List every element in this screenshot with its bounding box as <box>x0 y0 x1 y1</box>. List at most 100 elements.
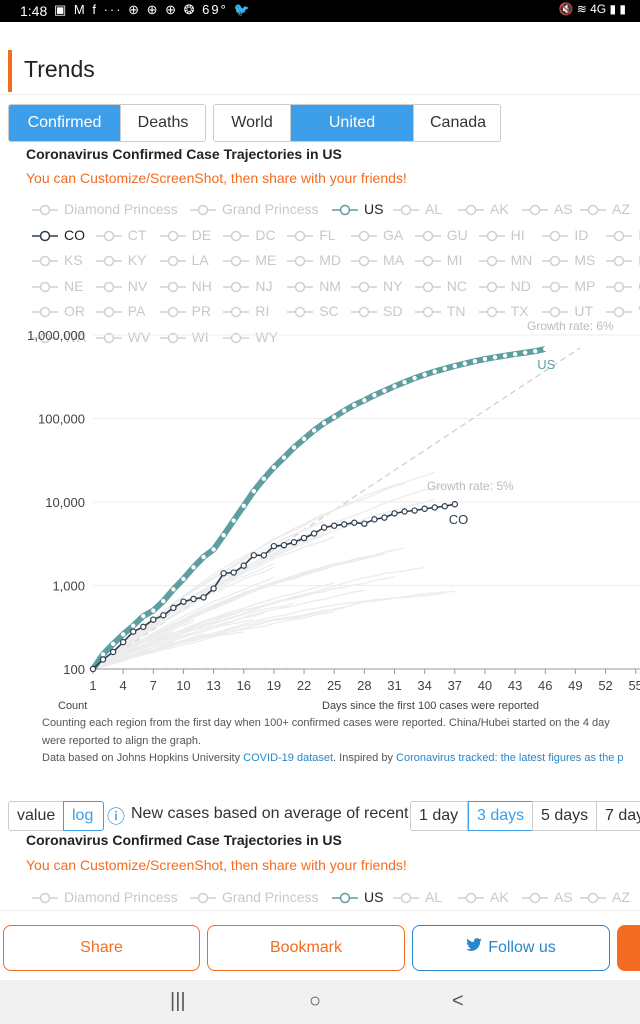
legend-label: AL <box>425 889 443 905</box>
window-3-days[interactable]: 3 days <box>468 801 534 831</box>
legend-item-tn[interactable]: TN <box>414 303 465 319</box>
legend-item-wi[interactable]: WI <box>159 329 209 345</box>
data-point-co <box>250 552 257 559</box>
follow-us-button[interactable]: Follow us <box>412 925 610 971</box>
tab-confirmed[interactable]: Confirmed <box>9 105 121 141</box>
legend-item-diamond-princess[interactable]: Diamond Princess <box>32 889 178 905</box>
data-point-us <box>120 632 126 637</box>
legend-item-dc[interactable]: DC <box>223 226 276 243</box>
data-point-us <box>181 576 186 582</box>
legend-item-fl[interactable]: FL <box>287 227 336 243</box>
info-icon[interactable]: ⓘ <box>107 807 125 827</box>
legend-item-ak[interactable]: AK <box>458 201 509 217</box>
legend-item-id[interactable]: ID <box>542 227 588 243</box>
window-5-days[interactable]: 5 days <box>532 801 598 831</box>
legend-item-diamond-princess[interactable]: Diamond Princess <box>32 201 178 217</box>
legend-label: CO <box>64 226 85 243</box>
background-trajectory <box>92 549 395 670</box>
tab-world[interactable]: World <box>214 105 291 141</box>
legend-item-as[interactable]: AS <box>522 201 573 217</box>
covid-dataset-link[interactable]: COVID-19 dataset <box>243 752 334 764</box>
legend-item-ne[interactable]: NE <box>32 278 83 294</box>
legend-item-pa[interactable]: PA <box>95 303 145 319</box>
data-point-co <box>119 638 127 646</box>
legend-item-al[interactable]: AL <box>393 201 442 217</box>
legend-item-vt[interactable]: VT <box>606 303 640 319</box>
window-1-day[interactable]: 1 day <box>410 801 468 831</box>
legend-item-ct[interactable]: CT <box>95 227 146 243</box>
data-point-co <box>341 521 348 528</box>
window-7-days[interactable]: 7 day <box>596 801 640 831</box>
legend-item-hi[interactable]: HI <box>478 227 525 243</box>
legend-item-as[interactable]: AS <box>522 889 573 905</box>
legend-item-la[interactable]: LA <box>159 252 209 268</box>
legend-item-md[interactable]: MD <box>287 252 341 268</box>
legend-label: GA <box>383 226 404 243</box>
legend-item-oh[interactable]: OH <box>606 278 640 294</box>
legend-item-ri[interactable]: RI <box>223 303 269 319</box>
x-axis-label: Days since the first 100 cases were repo… <box>322 700 539 712</box>
data-point-co <box>391 510 398 517</box>
legend-item-ga[interactable]: GA <box>351 227 403 243</box>
more-action-button[interactable] <box>617 925 640 971</box>
legend-item-ms[interactable]: MS <box>542 252 595 268</box>
legend-item-us[interactable]: US <box>332 201 383 217</box>
legend-item-mo[interactable]: MO <box>606 252 640 268</box>
legend-item-sc[interactable]: SC <box>287 303 339 319</box>
legend-item-co[interactable]: CO <box>32 227 85 243</box>
legend-label: MD <box>319 252 341 268</box>
legend-item-al[interactable]: AL <box>393 889 442 905</box>
legend-item-or[interactable]: OR <box>32 303 85 319</box>
data-point-us <box>442 366 447 371</box>
background-trajectory <box>92 533 325 670</box>
legend-item-mn[interactable]: MN <box>478 252 532 268</box>
legend-item-sd[interactable]: SD <box>351 303 402 319</box>
legend-item-ak[interactable]: AK <box>458 889 509 905</box>
legend-item-us[interactable]: US <box>332 889 383 905</box>
legend-item-nv[interactable]: NV <box>95 278 147 294</box>
data-point-us <box>130 623 136 628</box>
legend-item-nh[interactable]: NH <box>159 278 212 294</box>
tab-canada[interactable]: Canada <box>414 105 500 141</box>
bookmark-button[interactable]: Bookmark <box>207 925 405 971</box>
legend-item-pr[interactable]: PR <box>159 303 212 319</box>
legend-item-az[interactable]: AZ <box>580 201 630 217</box>
legend-label: WY <box>255 328 278 345</box>
chart-note-2: were reported to align the graph. <box>42 735 201 747</box>
tab-united-states[interactable]: United States <box>291 105 414 141</box>
x-tick-label: 4 <box>120 678 127 693</box>
data-point-co <box>190 595 197 603</box>
legend-item-wv[interactable]: WV <box>95 329 150 345</box>
inspired-by-link[interactable]: Coronavirus tracked: the latest figures … <box>396 752 624 764</box>
back-button[interactable]: < <box>452 990 464 1012</box>
scale-value-button[interactable]: value <box>8 801 65 831</box>
legend-item-wy[interactable]: WY <box>223 329 278 345</box>
legend-label: DC <box>255 226 276 243</box>
legend-item-nm[interactable]: NM <box>287 278 341 294</box>
legend-item-grand-princess[interactable]: Grand Princess <box>190 201 318 217</box>
recents-button[interactable]: ||| <box>170 990 186 1012</box>
legend-item-ny[interactable]: NY <box>351 278 402 294</box>
legend-item-nj[interactable]: NJ <box>223 278 273 294</box>
share-button[interactable]: Share <box>3 925 200 971</box>
tab-deaths[interactable]: Deaths <box>121 105 205 141</box>
legend-item-ma[interactable]: MA <box>351 252 404 268</box>
legend-item-az[interactable]: AZ <box>580 889 630 905</box>
scale-log-button[interactable]: log <box>63 801 104 831</box>
legend-label: PR <box>191 303 212 319</box>
legend-item-me[interactable]: ME <box>223 252 276 268</box>
legend-item-mi[interactable]: MI <box>414 252 462 268</box>
legend-item-nc[interactable]: NC <box>414 278 467 294</box>
legend-item-ut[interactable]: UT <box>542 303 593 319</box>
legend-item-ks[interactable]: KS <box>32 252 83 268</box>
legend-item-ky[interactable]: KY <box>95 252 146 268</box>
legend-item-il[interactable]: IL <box>606 227 640 243</box>
legend-item-de[interactable]: DE <box>159 227 211 243</box>
legend-item-nd[interactable]: ND <box>478 278 531 294</box>
legend-item-wa[interactable]: WA <box>32 329 86 345</box>
home-button[interactable]: ○ <box>309 990 322 1012</box>
legend-item-grand-princess[interactable]: Grand Princess <box>190 889 318 905</box>
legend-item-tx[interactable]: TX <box>478 303 528 319</box>
legend-item-mp[interactable]: MP <box>542 278 595 294</box>
legend-item-gu[interactable]: GU <box>414 227 468 243</box>
